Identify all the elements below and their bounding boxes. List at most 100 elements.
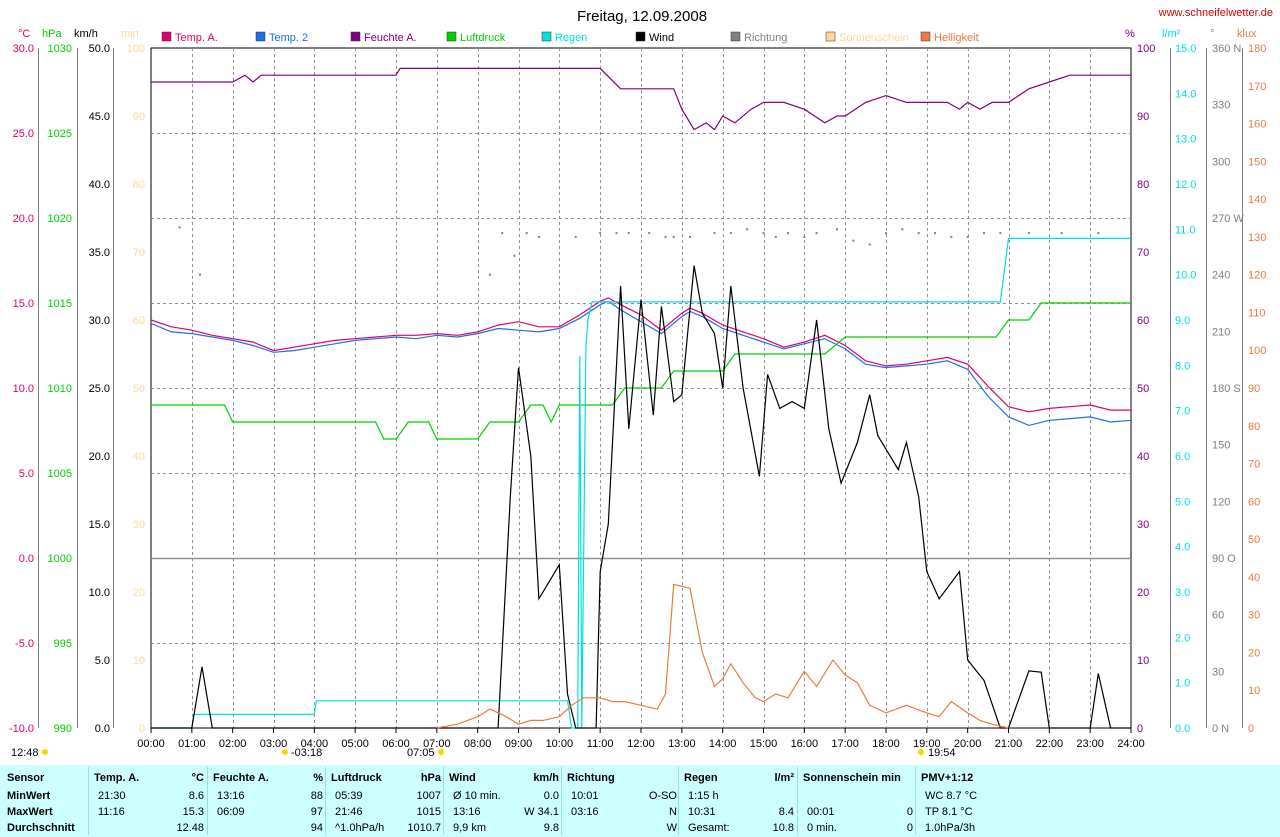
stats-header: Regen	[684, 772, 718, 784]
plot-grid	[150, 47, 1132, 729]
legend-label: Helligkeit	[934, 32, 979, 44]
stats-cell-label: 21:46	[335, 806, 363, 818]
x-tick-label: 01:00	[178, 738, 206, 750]
stats-cell-label: 00:01	[807, 806, 835, 818]
stats-separator	[325, 767, 326, 835]
stats-cell-value: W 34.1	[524, 806, 559, 818]
legend-swatch	[541, 31, 552, 42]
stats-header: PMV+1:12	[921, 772, 974, 784]
stats-header-unit: %	[313, 772, 323, 784]
stats-cell-label: WC 8.7 °C	[925, 790, 978, 802]
legend-label: Luftdruck	[460, 32, 506, 44]
direction-dot	[599, 232, 602, 235]
x-tick-label: 18:00	[872, 738, 900, 750]
x-tick-label: 24:00	[1117, 738, 1145, 750]
temp-axis-tick: 30.0	[13, 43, 34, 55]
wind-axis-tick: 35.0	[89, 247, 110, 259]
lux-axis-tick: 90	[1248, 383, 1260, 395]
stats-header-unit: l/m²	[774, 772, 794, 784]
stats-header: Sensor	[7, 772, 45, 784]
rain-axis-tick: 1.0	[1175, 678, 1190, 690]
stats-cell-label: 9,9 km	[453, 822, 487, 834]
rain-axis-tick: 3.0	[1175, 587, 1190, 599]
stats-cell-label: 0 min.	[807, 822, 837, 834]
lux-axis-tick: 130	[1248, 232, 1266, 244]
weather-chart: 30.025.020.015.010.05.00.0-5.0-10.010301…	[9, 7, 1273, 759]
legend-swatch	[920, 31, 931, 42]
x-tick-label: 09:00	[505, 738, 533, 750]
direction-dot	[950, 235, 953, 238]
legend-swatch	[255, 31, 266, 42]
stats-header-unit: °C	[191, 772, 204, 784]
stats-header: Temp. A.	[94, 772, 140, 784]
series-line-wind	[151, 265, 1131, 729]
direction-dot	[537, 235, 540, 238]
direction-dot	[774, 235, 777, 238]
stats-row-label: Durchschnitt	[7, 822, 75, 834]
temp-axis-tick: 0.0	[19, 553, 34, 565]
stats-cell-value: 0.0	[543, 790, 559, 802]
axis-unit-direction: °	[1210, 28, 1214, 40]
wind-axis-tick: 45.0	[89, 111, 110, 123]
stats-row-label: MaxWert	[7, 806, 53, 818]
stats-cell-label: 10:31	[688, 806, 716, 818]
x-tick-label: 12:00	[627, 738, 655, 750]
website-link[interactable]: www.schneifelwetter.de	[1158, 7, 1273, 19]
lux-axis-tick: 120	[1248, 270, 1266, 282]
moonset-icon	[282, 749, 288, 755]
stats-cell-value: 8.4	[778, 806, 794, 818]
direction-dot	[1097, 232, 1100, 235]
direction-dot	[803, 235, 806, 238]
rain-axis-tick: 8.0	[1175, 360, 1190, 372]
wind-axis-tick: 20.0	[89, 451, 110, 463]
direction-dot	[836, 228, 838, 231]
sun-axis-tick: 40	[133, 451, 145, 463]
stats-cell-value: O-SO	[648, 790, 677, 802]
direction-dot	[199, 273, 201, 276]
rain-axis-tick: 13.0	[1175, 134, 1196, 146]
stats-cell-value: 10.8	[772, 822, 794, 834]
rain-axis-tick: 12.0	[1175, 179, 1196, 191]
stats-separator	[207, 767, 208, 835]
stats-cell-value: 0	[906, 822, 913, 834]
direction-dot	[501, 232, 504, 235]
stats-column: Richtung 10:01 O-SO 03:16 N W	[567, 765, 677, 837]
lux-axis-tick: 60	[1248, 496, 1260, 508]
stats-row-label: MinWert	[7, 790, 51, 802]
direction-dot	[664, 235, 667, 238]
sun-axis-tick: 90	[133, 111, 145, 123]
humidity-axis-tick: 0	[1137, 723, 1143, 735]
direction-dot	[689, 235, 691, 238]
temp-axis-tick: 20.0	[13, 213, 34, 225]
stats-column: Feuchte A.% 13:16 88 06:09 97 94	[213, 765, 323, 837]
sun-axis-tick: 70	[133, 247, 145, 259]
legend-swatch	[161, 31, 172, 42]
legend-swatch	[825, 31, 836, 42]
stats-cell-value: 97	[310, 806, 323, 818]
humidity-axis-tick: 100	[1137, 43, 1155, 55]
pressure-axis-tick: 1005	[48, 468, 72, 480]
stats-header: Luftdruck	[331, 772, 382, 784]
sunrise-time: 07:05	[407, 747, 435, 759]
stats-cell-value: N	[669, 806, 677, 818]
wind-axis-tick: 40.0	[89, 179, 110, 191]
direction-dot	[868, 243, 871, 246]
sun-axis-tick: 30	[133, 519, 145, 531]
temp-axis-tick: 25.0	[13, 128, 34, 140]
stats-column: Sensor MinWert MaxWert Durchschnitt	[7, 765, 87, 837]
stats-cell-value: 12.48	[176, 822, 204, 834]
stats-cell-label: Gesamt:	[688, 822, 730, 834]
legend-label: Temp. A.	[175, 32, 218, 44]
stats-header-unit: hPa	[420, 772, 441, 784]
rain-axis-tick: 10.0	[1175, 270, 1196, 282]
lux-axis-tick: 50	[1248, 534, 1260, 546]
series-line-feuchte-a-	[151, 67, 1131, 131]
stats-cell-label: Ø 10 min.	[453, 790, 501, 802]
stats-panel: Sensor MinWert MaxWert Durchschnitt Temp. A.…	[0, 765, 1280, 837]
humidity-axis-tick: 70	[1137, 247, 1149, 259]
axis-unit-rain: l/m²	[1162, 28, 1181, 40]
rain-axis-tick: 14.0	[1175, 88, 1196, 100]
series-line-regen	[151, 237, 1131, 729]
stats-separator	[915, 767, 916, 835]
sun-axis-tick: 10	[133, 655, 145, 667]
